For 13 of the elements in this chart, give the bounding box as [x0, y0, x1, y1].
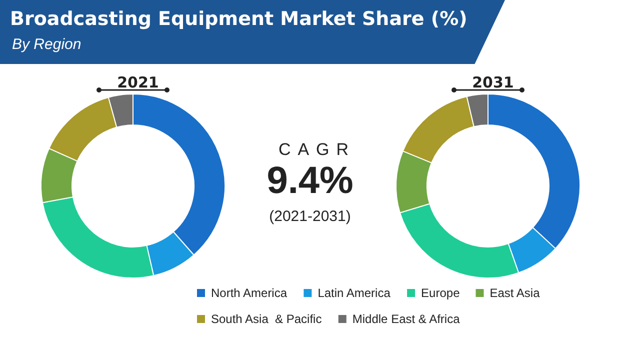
text: CAGR: [277, 140, 357, 160]
slice-label: 2021: [117, 74, 159, 92]
legend-label: South Asia & Pacific: [211, 312, 322, 326]
text: (2021-2031): [268, 208, 352, 225]
legend-label: Latin America: [318, 286, 391, 300]
legend-label: East Asia: [490, 286, 540, 300]
legend-label: Europe: [421, 286, 460, 300]
text: 9.4%: [266, 160, 354, 203]
slice-label: 2031: [472, 74, 514, 92]
legend-label: North America: [211, 286, 288, 300]
text: By Region: [12, 36, 82, 53]
text: Broadcasting Equipment Market Share (%): [10, 8, 468, 30]
legend-label: Middle East & Africa: [352, 312, 460, 326]
